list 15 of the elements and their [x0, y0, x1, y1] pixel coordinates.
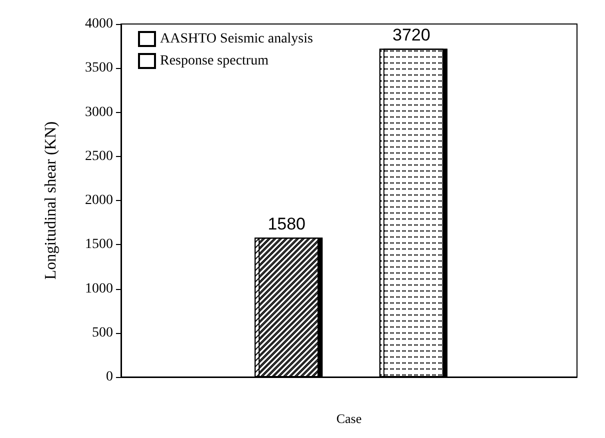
legend-label: AASHTO Seismic analysis — [160, 32, 313, 46]
data-label: 1580 — [268, 214, 306, 234]
y-tick-label: 2500 — [85, 148, 113, 164]
y-tick-label: 2000 — [85, 193, 113, 208]
y-tick-label: 3000 — [85, 104, 113, 120]
y-axis-title: Longitudinal shear (KN) — [42, 121, 60, 280]
legend-label: Response spectrum — [160, 54, 269, 68]
x-axis-title: Case — [336, 411, 362, 426]
y-tick-label: 1500 — [85, 237, 113, 252]
y-tick-label: 4000 — [85, 16, 113, 32]
y-tick-label: 3500 — [85, 60, 113, 76]
data-label: 3720 — [392, 26, 430, 45]
y-tick-label: 500 — [92, 325, 113, 340]
y-tick-label: 1000 — [85, 281, 113, 296]
y-tick-label: 0 — [106, 370, 113, 384]
